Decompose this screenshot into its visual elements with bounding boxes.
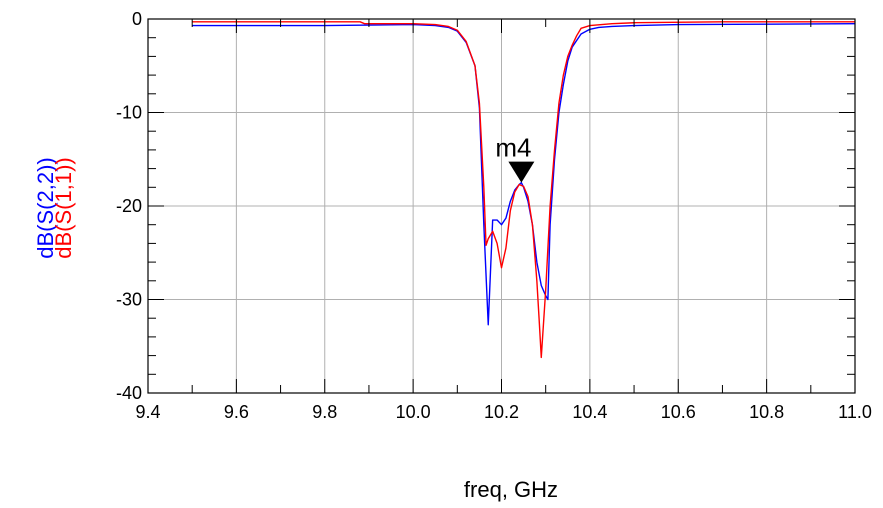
grid [148,19,855,393]
marker-label: m4 [495,133,531,163]
y-axis-title-s22: dB(S(2,2)) [33,157,58,258]
y-axis-titles: dB(S(2,2)) dB(S(1,1)) [33,157,76,258]
series-layer [192,21,856,359]
marker-layer: m4 [495,133,535,183]
y-tick-label: -30 [116,290,142,310]
marker-triangle[interactable] [508,161,535,183]
x-tick-label: 10.2 [484,402,519,422]
y-tick-label: -40 [116,383,142,403]
x-tick-label: 10.8 [749,402,784,422]
x-tick-label: 10.4 [572,402,607,422]
x-tick-label: 10.0 [396,402,431,422]
y-tick-label: -20 [116,196,142,216]
x-tick-label: 9.6 [224,402,249,422]
x-tick-label: 9.8 [312,402,337,422]
x-axis-title: freq, GHz [464,477,558,502]
y-tick-label: -10 [116,103,142,123]
y-tick-label: 0 [132,9,142,29]
series-line-s11 [192,21,855,359]
x-tick-label: 9.4 [135,402,160,422]
y-axis-title-s11: dB(S(1,1)) [51,157,76,258]
ticks: 9.4 9.6 9.8 10.0 10.2 10.4 10.6 10.8 11.0 0 -10 -20… [116,9,872,422]
x-tick-label: 10.6 [661,402,696,422]
x-tick-label: 11.0 [838,402,872,422]
